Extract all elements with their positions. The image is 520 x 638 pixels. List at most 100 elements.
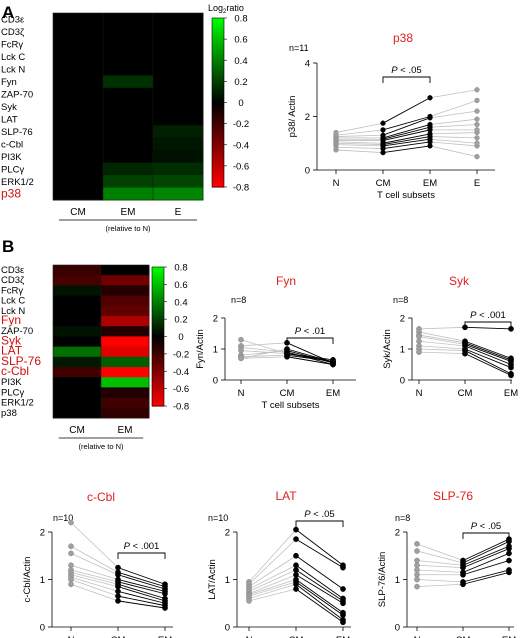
colorbar-segment (212, 82, 224, 87)
data-point (462, 350, 468, 357)
colorbar-segment (152, 375, 164, 379)
colorbar-segment (152, 348, 164, 351)
pair-line (382, 145, 431, 154)
colorbar-segment (152, 322, 164, 326)
heatmap-cell (53, 25, 104, 39)
colorbar-tick-label: 0.4 (174, 297, 187, 308)
pair-line (382, 126, 431, 140)
pair-line (70, 571, 119, 585)
data-point (414, 583, 420, 590)
colorbar-segment (212, 167, 224, 171)
colorbar-segment (152, 364, 164, 368)
colorbar-segment (212, 172, 224, 177)
x-tick-label: N (414, 635, 421, 638)
pair-line (418, 340, 466, 347)
colorbar-tick-label: -0.8 (173, 402, 189, 413)
heatmap-cell (153, 187, 204, 201)
data-point (293, 552, 299, 559)
heatmap-cell (101, 275, 150, 286)
pair-line (464, 343, 512, 362)
pair-line (382, 138, 431, 147)
x-tick-label: EM (423, 178, 437, 189)
x-axis-title: T cell subsets (377, 190, 435, 201)
data-point (474, 121, 480, 128)
colorbar-segment (212, 26, 224, 30)
colorbar-segment (152, 345, 164, 349)
heatmap-row-label: Lck N (1, 306, 25, 317)
data-point (115, 571, 121, 578)
heatmap-row-label: Lck C (1, 296, 25, 307)
data-point (162, 605, 168, 611)
y-tick-label: 2 (305, 112, 310, 123)
colorbar-tick-label: 0 (238, 98, 243, 109)
heatmap-cell (53, 137, 104, 151)
colorbar-segment (212, 54, 224, 59)
colorbar-segment (152, 297, 164, 301)
pair-line (464, 353, 512, 376)
pair-line (248, 579, 297, 596)
panel-letter-a: A (2, 3, 14, 22)
heatmap-cell (103, 100, 154, 114)
colorbar-segment (152, 401, 164, 405)
pair-line (240, 350, 288, 355)
heatmap-cell (101, 356, 150, 368)
p-value-label: P < .05 (391, 65, 421, 76)
colorbar-segment (212, 139, 224, 143)
x-tick-label: N (238, 388, 245, 399)
heatmap-cell (103, 187, 154, 201)
y-tick-label: 1 (395, 575, 400, 586)
x-tick-label: N (416, 388, 423, 399)
colorbar-segment (212, 34, 224, 39)
colorbar-segment (212, 43, 224, 47)
colorbar-segment (212, 32, 224, 36)
data-point (293, 536, 299, 542)
x-tick-label: CM (289, 635, 304, 638)
pair-line (429, 124, 478, 128)
x-tick-label: N (68, 635, 75, 638)
data-point (293, 581, 299, 588)
x-tick-label: CM (458, 388, 473, 399)
pair-line (117, 600, 166, 609)
data-point (460, 581, 466, 588)
heatmap-cell (101, 407, 150, 419)
heatmap-frame (52, 12, 204, 201)
colorbar-segment (152, 380, 164, 384)
data-point (162, 590, 168, 597)
data-point (380, 132, 386, 138)
heatmap-cell (153, 125, 204, 139)
colorbar-tick-label: 0.4 (234, 56, 247, 67)
colorbar-segment (212, 164, 224, 168)
pair-line (429, 145, 478, 158)
heatmap-row-label: LAT (1, 114, 18, 125)
colorbar: 0.8 0.6 0.4 0.2 0 -0.2 -0.4 -0.6 -0.8 (151, 263, 189, 413)
colorbar-segment (212, 102, 224, 106)
pair-line (286, 350, 334, 364)
colorbar-segment (212, 147, 224, 151)
pair-line (240, 342, 288, 347)
heatmap-cell (53, 326, 102, 337)
pair-line (335, 134, 384, 137)
pair-line (462, 571, 510, 585)
y-tick-label: 4 (305, 59, 310, 70)
y-tick-label: 0 (40, 623, 45, 634)
colorbar-segment (212, 156, 224, 160)
heatmap-cell (103, 125, 154, 139)
plot-title: Syk (449, 274, 470, 288)
data-point (414, 567, 420, 573)
colorbar-segment (152, 269, 164, 273)
pair-line (464, 348, 512, 369)
colorbar-segment (152, 341, 164, 345)
colorbar-segment (212, 37, 224, 42)
heatmap-cell (53, 112, 104, 126)
colorbar-segment (212, 71, 224, 75)
data-point (506, 538, 512, 545)
heatmap-cell (53, 397, 102, 409)
colorbar-segment (212, 158, 224, 163)
p-value-label: P < .01 (295, 326, 325, 337)
significance-bracket (462, 532, 510, 539)
colorbar-segment (152, 385, 164, 389)
p-value-label: P < .05 (304, 509, 334, 520)
heatmap-cell (101, 367, 150, 378)
